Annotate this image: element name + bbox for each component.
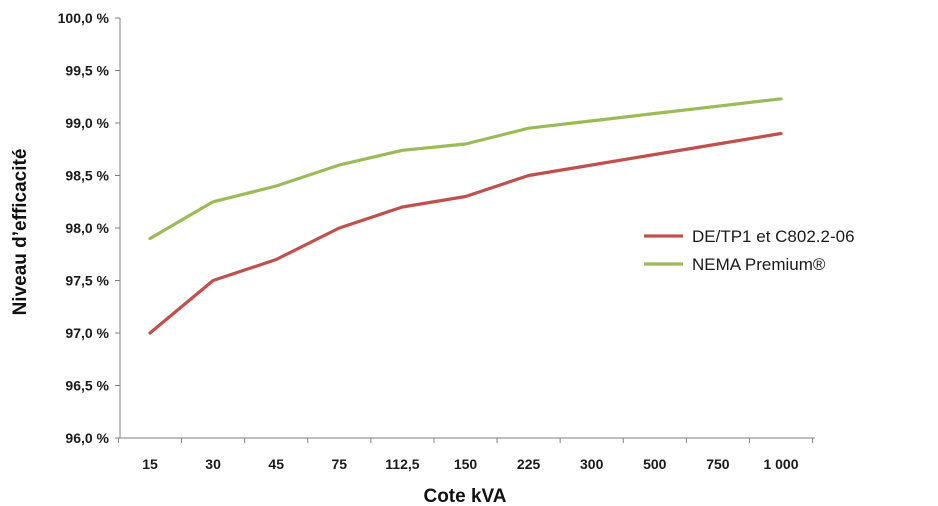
y-tick-label: 97,0 % <box>65 325 109 341</box>
series-layer <box>148 97 783 335</box>
x-tick-label: 45 <box>268 456 284 472</box>
x-tick-label: 75 <box>332 456 348 472</box>
x-axis: 15 30 45 75 112,5 150 225 300 500 750 1 000 <box>117 437 815 472</box>
y-tick-label: 99,5 % <box>65 63 109 79</box>
x-tick-label: 15 <box>142 456 158 472</box>
y-axis: 96,0 % 96,5 % 97,0 % 97,5 % 98,0 % 98,5 % 99,0… <box>58 10 121 446</box>
y-tick-label: 99,0 % <box>65 115 109 131</box>
y-axis-title: Niveau d’efficacité <box>10 149 31 316</box>
x-axis-title: Cote kVA <box>423 486 506 506</box>
y-tick-label: 96,5 % <box>65 378 109 394</box>
y-tick-label: 97,5 % <box>65 273 109 289</box>
y-tick-label: 98,5 % <box>65 168 109 184</box>
y-tick-label: 96,0 % <box>65 430 109 446</box>
x-tick-label: 30 <box>205 456 221 472</box>
legend: DE/TP1 et C802.2-06 NEMA Premium® <box>644 227 855 274</box>
x-tick-label: 112,5 <box>385 456 419 472</box>
series-line-1 <box>148 131 783 335</box>
legend-label-1: DE/TP1 et C802.2-06 <box>692 227 855 246</box>
y-tick-label: 100,0 % <box>58 10 110 26</box>
x-tick-label: 225 <box>517 456 541 472</box>
y-tick-label: 98,0 % <box>65 220 109 236</box>
x-tick-label: 750 <box>706 456 730 472</box>
x-tick-label: 1 000 <box>763 456 798 472</box>
series-line-2 <box>148 97 783 241</box>
legend-label-2: NEMA Premium® <box>692 255 826 274</box>
x-tick-label: 150 <box>454 456 478 472</box>
x-tick-label: 300 <box>580 456 604 472</box>
x-tick-label: 500 <box>643 456 667 472</box>
